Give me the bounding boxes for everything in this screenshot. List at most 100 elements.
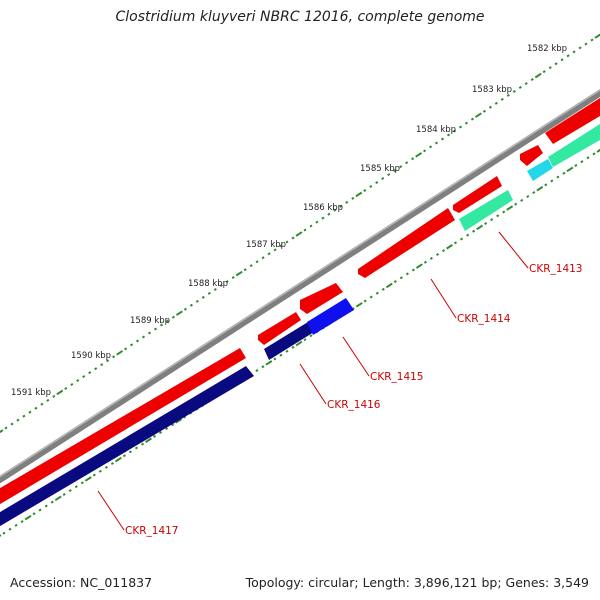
ruler-minor-tick	[405, 161, 409, 165]
ruler-minor-tick	[530, 78, 534, 82]
ruler-minor-tick	[578, 46, 582, 50]
ruler-major-tick	[295, 231, 303, 237]
ruler-minor-tick	[267, 252, 271, 256]
ruler-minor-tick	[496, 214, 500, 218]
ruler-minor-tick	[130, 343, 134, 347]
ruler-minor-tick	[16, 418, 20, 422]
ruler-minor-tick	[512, 89, 516, 93]
ruler-minor-tick	[393, 169, 397, 173]
ruler-minor-tick	[458, 125, 463, 129]
ruler-minor-tick	[393, 280, 397, 284]
scale-label: 1587 kbp	[246, 240, 286, 250]
ruler-minor-tick	[566, 54, 570, 58]
ruler-major-tick	[265, 360, 273, 366]
gene-label-ckr-1417[interactable]: CKR_1417	[125, 525, 178, 537]
ruler-minor-tick	[375, 291, 379, 295]
ruler-major-tick	[534, 72, 542, 79]
gene-ckr-1415[interactable]	[307, 298, 354, 335]
ruler-major-tick	[0, 534, 2, 537]
genome-stats: Topology: circular; Length: 3,896,121 bp…	[245, 575, 589, 590]
ruler-minor-tick	[303, 228, 307, 232]
ruler-minor-tick	[291, 345, 295, 349]
ruler-minor-tick	[14, 523, 18, 527]
ruler-minor-tick	[399, 276, 403, 280]
ruler-minor-tick	[219, 283, 223, 287]
ruler-minor-tick	[321, 216, 325, 220]
ruler-minor-tick	[592, 152, 596, 156]
scale-ruler-inner	[0, 148, 600, 537]
gene-ckr-1417[interactable]	[0, 348, 246, 510]
ruler-major-tick	[594, 33, 600, 39]
ruler-major-tick	[596, 148, 600, 153]
gene-ckr-1413[interactable]	[459, 190, 513, 231]
scale-label: 1585 kbp	[360, 164, 400, 174]
ruler-minor-tick	[195, 299, 199, 303]
ruler-minor-tick	[165, 427, 169, 431]
ruler-minor-tick	[309, 334, 313, 338]
ruler-minor-tick	[375, 181, 379, 185]
ruler-minor-tick	[423, 260, 427, 264]
ruler-minor-tick	[452, 129, 457, 133]
ruler-minor-tick	[464, 121, 468, 125]
ruler-minor-tick	[183, 307, 187, 311]
ruler-minor-tick	[141, 335, 146, 339]
ruler-major-tick	[145, 437, 152, 443]
ruler-major-tick	[446, 244, 453, 250]
gene-ckr-1414[interactable]	[358, 208, 455, 278]
ruler-minor-tick	[153, 327, 158, 331]
gene-ckr-1413-fwd[interactable]	[453, 176, 502, 213]
ruler-minor-tick	[285, 349, 289, 353]
ruler-minor-tick	[429, 256, 433, 260]
scale-label: 1586 kbp	[303, 203, 343, 213]
ruler-minor-tick	[562, 171, 566, 175]
ruler-minor-tick	[32, 512, 36, 516]
ruler-minor-tick	[98, 469, 102, 473]
ruler-major-tick	[116, 350, 124, 356]
ruler-minor-tick	[440, 137, 445, 141]
ruler-minor-tick	[213, 287, 217, 291]
gene-label-ckr-1414[interactable]: CKR_1414	[457, 313, 511, 325]
ruler-minor-tick	[44, 504, 48, 508]
ruler-minor-tick	[584, 42, 588, 46]
ruler-minor-tick	[279, 353, 283, 357]
gene-edge-green[interactable]	[548, 124, 600, 167]
gene-small-fwd[interactable]	[520, 145, 543, 166]
gene-label-ckr-1415[interactable]: CKR_1415	[370, 371, 423, 383]
ruler-minor-tick	[231, 276, 235, 280]
ruler-major-tick	[355, 302, 363, 308]
gene-ckr-1416-fwd[interactable]	[258, 312, 301, 345]
scale-label: 1589 kbp	[130, 316, 170, 326]
ruler-minor-tick	[518, 85, 522, 89]
gene-ckr-1415-fwd[interactable]	[300, 283, 343, 314]
ruler-minor-tick	[532, 191, 536, 195]
ruler-minor-tick	[429, 145, 433, 149]
ruler-minor-tick	[207, 291, 211, 295]
ruler-minor-tick	[466, 233, 470, 237]
ruler-minor-tick	[82, 375, 86, 379]
ruler-minor-tick	[494, 101, 498, 105]
ruler-minor-tick	[46, 398, 50, 402]
ruler-minor-tick	[92, 473, 96, 477]
gene-cyan[interactable]	[527, 159, 553, 181]
ruler-minor-tick	[351, 196, 355, 200]
ruler-minor-tick	[586, 156, 590, 160]
ruler-major-tick	[415, 263, 423, 269]
ruler-minor-tick	[165, 319, 169, 323]
gene-ckr-1417-rev[interactable]	[0, 366, 254, 532]
ruler-major-tick	[355, 191, 363, 198]
ruler-major-tick	[54, 495, 62, 502]
ruler-minor-tick	[327, 212, 331, 216]
gene-label-ckr-1413[interactable]: CKR_1413	[529, 263, 582, 275]
ruler-minor-tick	[62, 492, 66, 496]
gene-ckr-1416[interactable]	[264, 322, 314, 360]
ruler-major-tick	[175, 310, 183, 316]
reverse-genes	[0, 124, 600, 532]
ruler-minor-tick	[100, 363, 104, 367]
ruler-major-tick	[295, 340, 303, 347]
scale-label: 1584 kbp	[416, 125, 456, 135]
gene-edge-fwd[interactable]	[545, 98, 600, 144]
gene-label-ckr-1416[interactable]: CKR_1416	[327, 399, 381, 411]
ruler-minor-tick	[8, 527, 12, 531]
ruler-minor-tick	[488, 105, 492, 109]
